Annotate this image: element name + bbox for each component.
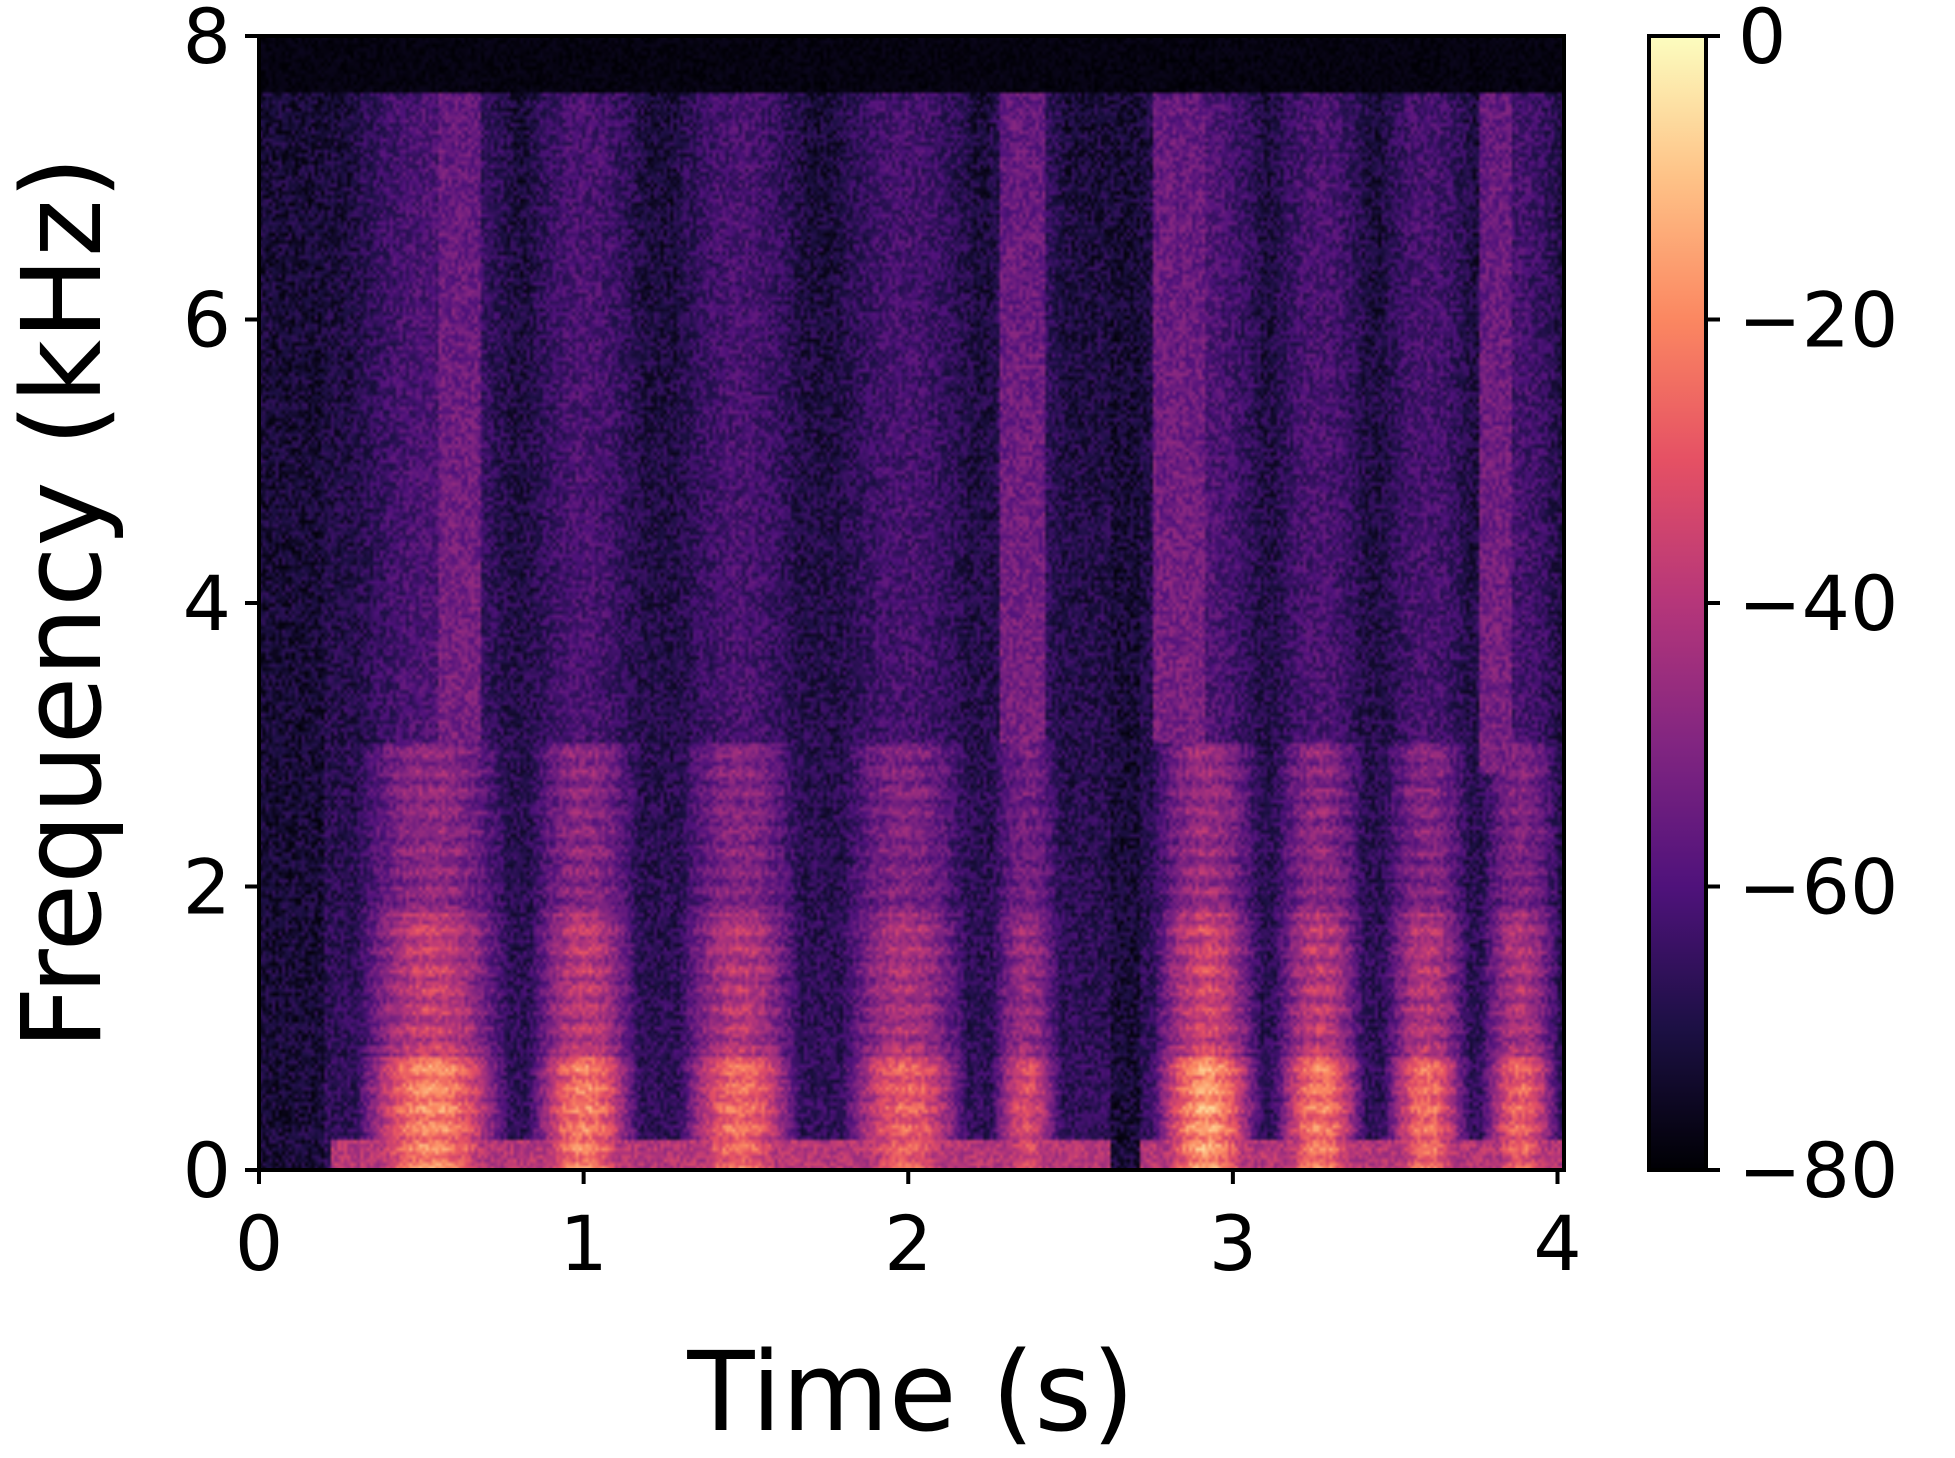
y-axis: 0 2 4 6 8 [183,0,259,1215]
y-tick-label: 4 [183,559,231,648]
x-tick-label: 3 [1209,1199,1257,1288]
x-tick-label: 2 [884,1199,932,1288]
colorbar-ticks: 0 −20 −40 −60 −80 [1706,0,1898,1215]
y-tick-label: 2 [183,843,231,932]
colorbar-tick-label: −40 [1738,559,1898,648]
x-axis-label: Time (s) [686,1328,1134,1456]
y-tick-label: 6 [183,276,231,365]
x-tick-label: 4 [1533,1199,1581,1288]
colorbar: 0 −20 −40 −60 −80 [1647,0,1898,1215]
plot-area [257,34,1566,1172]
colorbar-tick-label: −60 [1738,843,1898,932]
x-axis: 0 1 2 3 4 [235,1170,1582,1288]
x-tick-label: 1 [559,1199,607,1288]
colorbar-gradient [1649,36,1706,1170]
colorbar-tick-label: 0 [1738,0,1786,81]
colorbar-tick-label: −80 [1738,1126,1898,1215]
spectrogram-image [259,36,1564,1170]
y-axis-label: Frequency (kHz) [0,156,126,1049]
y-tick-label: 0 [183,1126,231,1215]
x-tick-label: 0 [235,1199,283,1288]
y-tick-label: 8 [183,0,231,81]
colorbar-tick-label: −20 [1738,276,1898,365]
